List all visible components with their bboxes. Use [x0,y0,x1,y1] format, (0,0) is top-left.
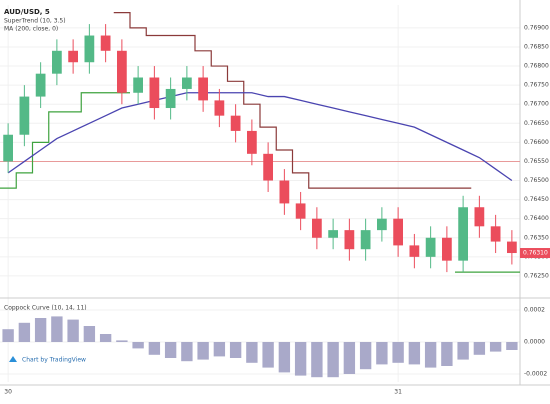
logo-icon [9,356,17,362]
candle-body [19,96,30,135]
y-tick-label: 0.76250 [524,272,549,279]
histogram-bar [246,342,258,363]
candle-body [149,77,160,109]
histogram-bar [148,342,161,355]
candle-body [458,207,468,261]
candle-body [35,73,46,97]
x-tick-label: 30 [4,389,12,396]
histogram-bar [34,318,47,342]
y-tick-label: 0.76700 [524,101,549,108]
histogram-bar [294,342,307,376]
supertrend-line [113,12,472,189]
candle-body [68,50,78,63]
credit[interactable]: Chart by TradingView [22,357,86,364]
candle-body [52,50,62,74]
histogram-bar [2,329,14,342]
candle-body [442,237,452,261]
candle-body [198,77,208,101]
y-tick-label: 0.76400 [524,215,549,222]
candle-body [507,241,517,254]
y-tick-label: 0.76600 [524,139,549,146]
histogram-bar [116,340,128,342]
histogram-bar [359,342,372,370]
histogram-bar [181,342,193,362]
histogram-bar [278,342,291,373]
candle-body [360,230,371,250]
histogram-bar [51,316,63,342]
candle-body [230,115,241,131]
candle-body [117,50,127,93]
histogram-bar [506,342,518,350]
x-tick-label: 31 [394,389,402,396]
y-tick-label: 0.76550 [524,158,549,165]
histogram-bar [197,342,209,360]
candle-body [279,180,290,204]
histogram-bar [99,334,112,342]
histogram-bar [424,342,437,368]
candle-body [312,218,322,238]
supertrend-line [0,92,130,189]
candle-body [182,77,192,89]
candle-body [425,237,436,257]
histogram-bar [213,342,226,357]
series-line [7,92,513,182]
last-price-label: 0.76310 [523,250,548,257]
candle-body [295,203,306,219]
y-tick-label: -0.0002 [524,371,547,378]
y-tick-label: 0.76500 [524,177,549,184]
histogram-bar [262,342,274,368]
histogram-bar [67,319,79,342]
histogram-bar [457,342,469,360]
y-tick-label: 0.76850 [524,43,549,50]
candle-body [3,134,13,162]
last-price-box [520,248,550,259]
candle-body [409,245,420,257]
y-tick-label: 0.76900 [524,24,549,31]
candle-body [377,218,387,231]
histogram-bar [489,342,502,352]
candle-body [263,153,273,181]
histogram-bar [343,342,356,374]
histogram-bar [132,342,144,349]
histogram-bar [441,342,453,366]
candle-body [133,77,143,93]
symbol-title: AUD/USD, 5 [4,8,50,16]
candle-body [344,230,355,250]
indicator-legend: SuperTrend (10, 3.5) [4,18,66,25]
candle-body [490,226,501,242]
candle-body [328,230,338,238]
candle-body [100,35,111,51]
candle-body [247,130,257,154]
histogram-bar [473,342,486,355]
histogram-bar [18,322,31,342]
indicator-legend: Coppock Curve (10, 14, 11) [4,305,87,312]
candle-body [214,100,225,116]
histogram-bar [83,326,96,342]
y-tick-label: 0.76450 [524,196,549,203]
tradingview-logo[interactable]: Chart by TradingView [9,356,86,364]
candle-body [165,88,176,109]
histogram-bar [229,342,242,358]
histogram-bar [376,342,388,365]
candle-body [84,35,95,63]
indicator-legend: MA (200, close, 0) [4,26,58,33]
y-tick-label: 0.76650 [524,120,549,127]
y-tick-label: 0.76750 [524,82,549,89]
histogram-bar [311,342,323,378]
candle-body [474,207,485,227]
histogram-bar [327,342,339,378]
histogram-bar [164,342,177,358]
y-tick-label: 0.0000 [524,339,545,346]
y-tick-label: 0.76350 [524,234,549,241]
histogram-bar [408,342,421,365]
histogram-bar [392,342,404,363]
y-tick-label: 0.0002 [524,307,545,314]
candle-body [393,218,403,246]
y-tick-label: 0.76800 [524,63,549,70]
